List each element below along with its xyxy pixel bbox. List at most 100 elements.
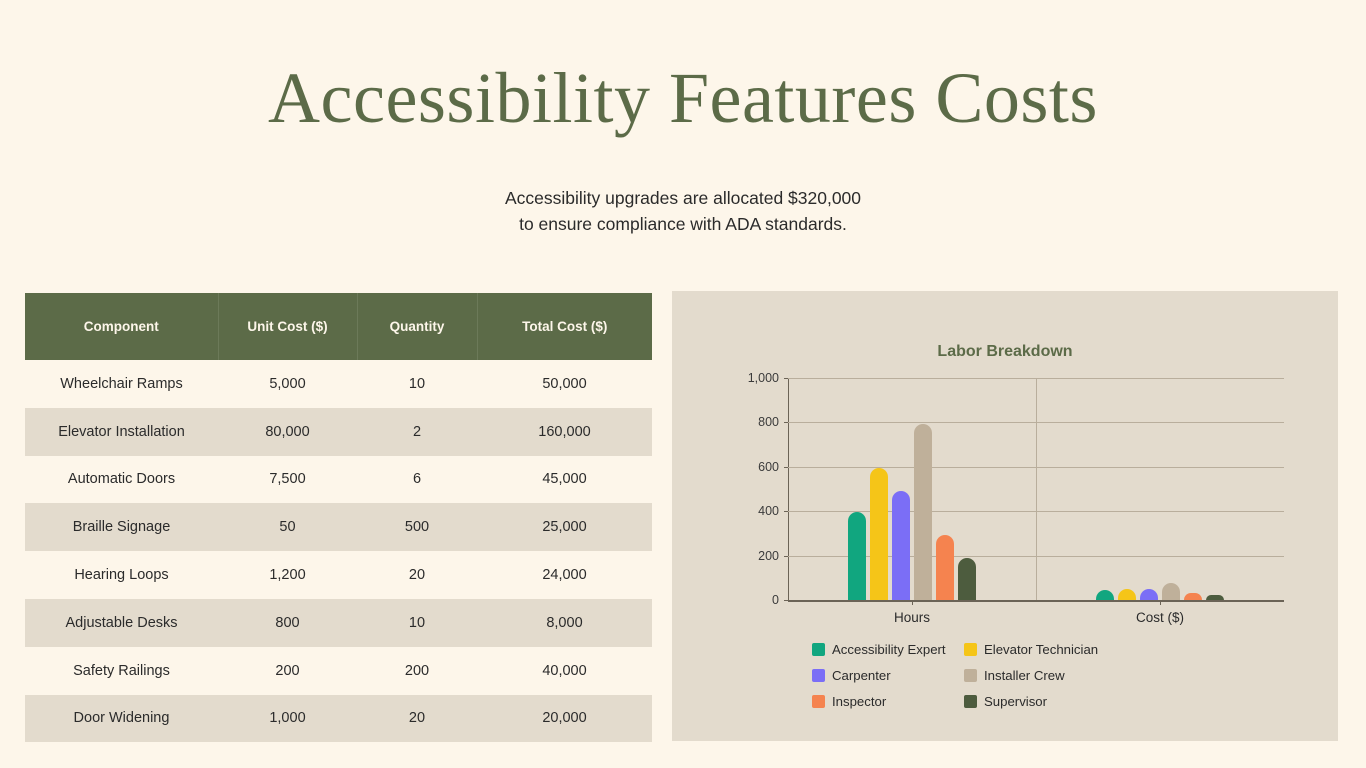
table-column-header: Component	[25, 293, 219, 360]
table-cell-value: 800	[275, 614, 300, 631]
y-axis-tick-label: 800	[758, 415, 779, 430]
table-header: Component Unit Cost ($) Quantity Total Cost…	[25, 293, 652, 360]
y-axis-tick-label: 0	[772, 593, 779, 607]
table-column-header: Quantity	[357, 293, 478, 360]
x-axis	[788, 600, 1284, 602]
table-cell-value: 20	[408, 710, 426, 727]
table-cell-value: 45,000	[542, 471, 587, 488]
chart-panel: Labor Breakdown 0 200 400 600 800 1,000 Hours C…	[672, 291, 1338, 741]
table-cell-value: 1,200	[269, 567, 306, 584]
x-axis-tick-mark	[912, 600, 913, 605]
table-cell-value: 7,500	[269, 471, 306, 488]
x-axis-tick-mark	[1160, 600, 1161, 605]
chart-bar	[936, 534, 954, 600]
table-cell-value: 2	[412, 423, 422, 440]
legend-swatch-icon	[812, 642, 825, 656]
table-cell-component: Safety Railings	[73, 662, 170, 679]
chart-bar	[870, 467, 888, 600]
table-cell-value: 6	[412, 471, 422, 488]
legend-label: Carpenter	[832, 667, 891, 683]
chart-title: Labor Breakdown	[937, 343, 1073, 360]
y-axis-tick-label: 600	[758, 459, 779, 474]
legend-label: Inspector	[832, 693, 887, 709]
chart-bar	[1118, 589, 1136, 600]
table-row: Elevator Installation 80,000 2 160,000	[25, 407, 652, 456]
chart-gridline	[788, 511, 1284, 513]
table-cell-value: 50,000	[542, 375, 587, 392]
table-cell-value: 5,000	[269, 375, 306, 392]
table-cell-value: 20,000	[542, 710, 587, 727]
cost-table: Component Unit Cost ($) Quantity Total Cost…	[25, 293, 652, 743]
y-axis-tick-mark	[784, 422, 788, 424]
legend-swatch-icon	[812, 668, 825, 682]
chart-bar	[1206, 595, 1224, 600]
table-row: Adjustable Desks 800 10 8,000	[25, 598, 652, 647]
y-axis-tick-mark	[784, 600, 788, 601]
table-row: Automatic Doors 7,500 6 45,000	[25, 455, 652, 504]
table-cell-value: 200	[404, 662, 430, 679]
table-cell-value: 24,000	[542, 567, 587, 584]
legend-item[interactable]: Supervisor	[964, 688, 1116, 714]
table-cell-component: Elevator Installation	[58, 423, 185, 440]
cost-table-container: Component Unit Cost ($) Quantity Total Cost…	[25, 293, 652, 743]
table-row: Door Widening 1,000 20 20,000	[25, 694, 652, 743]
y-axis	[788, 378, 789, 600]
table-cell-value: 200	[275, 662, 300, 679]
table-header-row: Component Unit Cost ($) Quantity Total Cost…	[25, 293, 652, 360]
table-cell-component: Adjustable Desks	[65, 614, 178, 631]
legend-swatch-icon	[964, 668, 977, 682]
table-cell-component: Automatic Doors	[67, 471, 176, 488]
y-axis-tick-mark	[784, 378, 788, 379]
table-row: Safety Railings 200 200 40,000	[25, 646, 652, 695]
legend-label: Accessibility Expert	[832, 641, 946, 657]
legend-item[interactable]: Inspector	[812, 688, 964, 714]
chart-bar	[1140, 589, 1158, 600]
table-cell-value: 80,000	[265, 423, 310, 440]
table-cell-value: 40,000	[542, 662, 587, 679]
table-row: Braille Signage 50 500 25,000	[25, 503, 652, 552]
chart-plot-area: 0 200 400 600 800 1,000 Hours Cost ($)	[748, 371, 1284, 625]
table-row: Hearing Loops 1,200 20 24,000	[25, 551, 652, 599]
chart-gridline	[788, 378, 1284, 379]
legend-label: Supervisor	[984, 693, 1048, 709]
chart-bar	[892, 491, 910, 600]
table-cell-value: 8,000	[546, 614, 583, 631]
group-separator	[1036, 378, 1037, 600]
table-cell-component: Wheelchair Ramps	[60, 375, 183, 392]
legend-label: Elevator Technician	[984, 641, 1099, 657]
x-axis-tick-label: Cost ($)	[1135, 610, 1185, 625]
legend-item[interactable]: Elevator Technician	[964, 636, 1116, 662]
table-body: Wheelchair Ramps 5,000 10 50,000 Elevator In…	[25, 360, 652, 743]
y-axis-tick-mark	[784, 466, 788, 468]
legend-item[interactable]: Installer Crew	[964, 662, 1116, 688]
chart-bar	[1096, 590, 1114, 600]
chart-bar	[958, 557, 976, 600]
table-cell-value: 20	[408, 567, 426, 584]
table-cell-value: 1,000	[269, 710, 306, 727]
legend-item[interactable]: Carpenter	[812, 662, 964, 688]
table-cell-value: 25,000	[542, 519, 587, 536]
legend-swatch-icon	[812, 694, 825, 708]
x-axis-tick-label: Hours	[893, 610, 931, 625]
y-axis-tick-mark	[784, 511, 788, 513]
chart-legend: Accessibility Expert Elevator Technician C…	[812, 636, 1252, 714]
table-column-header: Total Cost ($)	[477, 293, 652, 360]
chart-bar	[1184, 592, 1202, 600]
chart-gridline	[788, 422, 1284, 424]
y-axis-tick-mark	[784, 555, 788, 557]
y-axis-tick-label: 400	[758, 504, 779, 519]
table-cell-value: 50	[279, 519, 296, 536]
chart-bar	[848, 512, 866, 600]
table-cell-value: 500	[404, 519, 430, 536]
table-cell-component: Door Widening	[73, 710, 170, 727]
table-cell-component: Braille Signage	[72, 519, 171, 536]
legend-swatch-icon	[964, 642, 977, 656]
chart-bar	[1162, 583, 1180, 600]
legend-label: Installer Crew	[984, 667, 1065, 683]
table-cell-component: Hearing Loops	[74, 567, 169, 584]
y-axis-tick-label: 1,000	[747, 371, 779, 385]
legend-item[interactable]: Accessibility Expert	[812, 636, 964, 662]
chart-gridline	[788, 466, 1284, 468]
page-subtitle: Accessibility upgrades are allocated $32…	[504, 188, 862, 234]
y-axis-tick-label: 200	[758, 548, 779, 563]
